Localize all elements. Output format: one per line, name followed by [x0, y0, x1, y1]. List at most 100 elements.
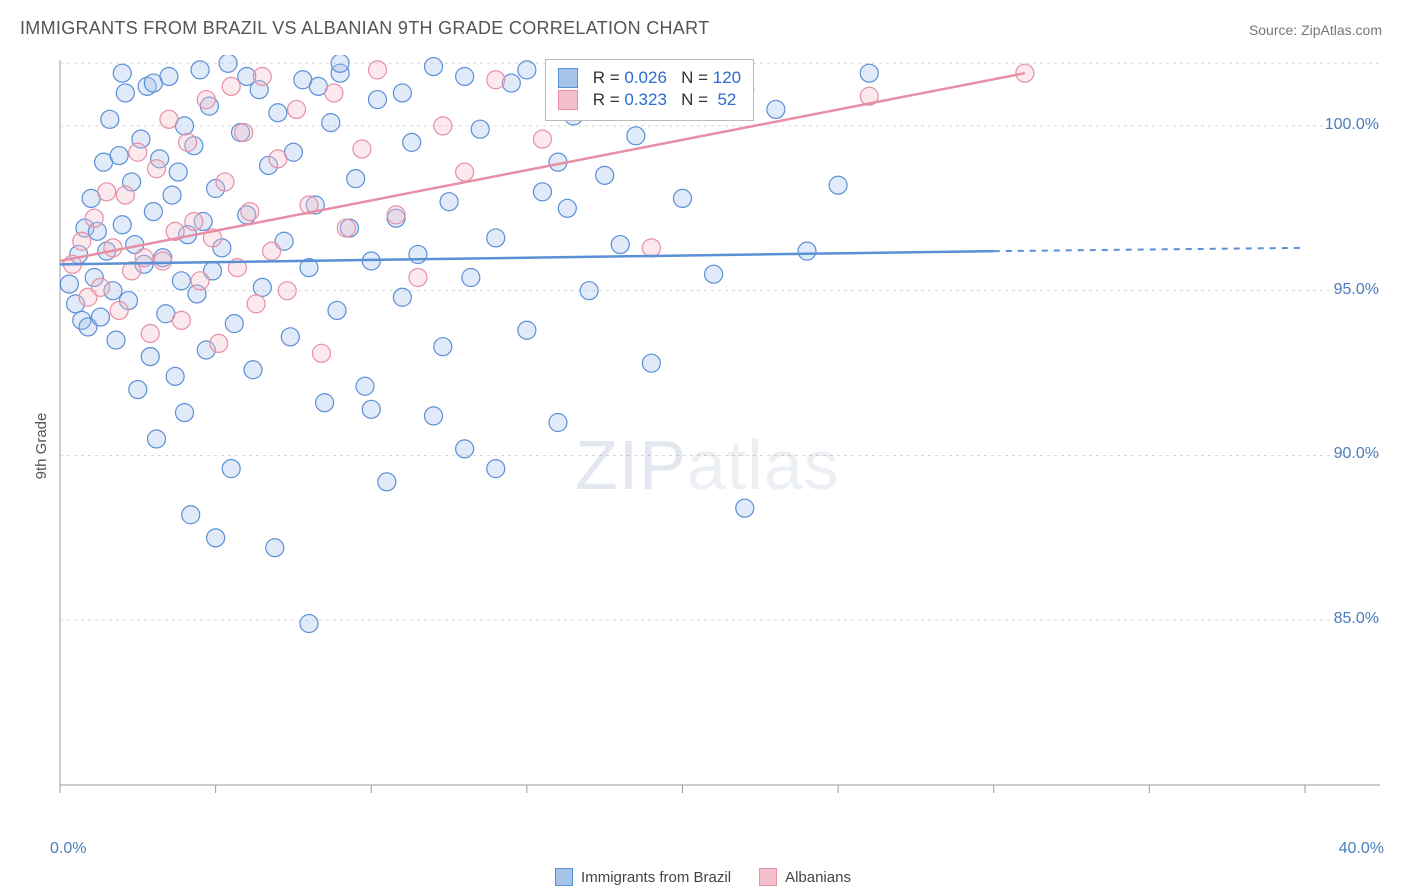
data-point	[627, 127, 645, 145]
data-point	[225, 315, 243, 333]
data-point	[347, 170, 365, 188]
legend-swatch	[759, 868, 777, 886]
data-point	[110, 301, 128, 319]
data-point	[113, 216, 131, 234]
data-point	[222, 77, 240, 95]
data-point	[166, 367, 184, 385]
data-point	[110, 147, 128, 165]
stats-row: R = 0.323 N = 52	[558, 90, 741, 110]
data-point	[533, 130, 551, 148]
legend-swatch	[558, 90, 578, 110]
data-point	[549, 414, 567, 432]
y-tick-100: 100.0%	[1325, 116, 1379, 134]
data-point	[179, 133, 197, 151]
data-point	[316, 394, 334, 412]
data-point	[191, 61, 209, 79]
data-point	[129, 381, 147, 399]
data-point	[281, 328, 299, 346]
correlation-stats-box: R = 0.026 N = 120 R = 0.323 N = 52	[545, 59, 754, 121]
data-point	[263, 242, 281, 260]
data-point	[104, 239, 122, 257]
data-point	[91, 308, 109, 326]
data-point	[253, 278, 271, 296]
data-point	[328, 301, 346, 319]
data-point	[368, 61, 386, 79]
data-point	[462, 269, 480, 287]
data-point	[172, 311, 190, 329]
data-point	[434, 117, 452, 135]
data-point	[362, 400, 380, 418]
data-point	[471, 120, 489, 138]
data-point	[487, 229, 505, 247]
data-point	[393, 288, 411, 306]
data-point	[674, 189, 692, 207]
data-point	[144, 74, 162, 92]
data-point	[144, 203, 162, 221]
data-point	[98, 183, 116, 201]
data-point	[147, 430, 165, 448]
data-point	[611, 236, 629, 254]
data-point	[434, 338, 452, 356]
data-point	[266, 539, 284, 557]
data-point	[191, 272, 209, 290]
y-axis-label: 9th Grade	[33, 413, 50, 480]
data-point	[197, 91, 215, 109]
data-point	[312, 344, 330, 362]
data-point	[409, 269, 427, 287]
data-point	[767, 100, 785, 118]
data-point	[182, 506, 200, 524]
data-point	[456, 440, 474, 458]
bottom-legend: Immigrants from BrazilAlbanians	[0, 868, 1406, 886]
legend-item: Immigrants from Brazil	[555, 868, 731, 886]
data-point	[642, 354, 660, 372]
data-point	[642, 239, 660, 257]
data-point	[154, 252, 172, 270]
data-point	[288, 100, 306, 118]
data-point	[368, 91, 386, 109]
data-point	[210, 334, 228, 352]
data-point	[160, 110, 178, 128]
data-point	[141, 325, 159, 343]
data-point	[269, 150, 287, 168]
data-point	[518, 61, 536, 79]
data-point	[487, 460, 505, 478]
data-point	[113, 64, 131, 82]
trend-line	[60, 251, 994, 264]
source-attribution: Source: ZipAtlas.com	[1249, 22, 1382, 38]
legend-label: Immigrants from Brazil	[581, 869, 731, 886]
data-point	[253, 67, 271, 85]
data-point	[163, 186, 181, 204]
data-point	[129, 143, 147, 161]
data-point	[440, 193, 458, 211]
x-tick-0: 0.0%	[50, 840, 86, 858]
data-point	[73, 232, 91, 250]
data-point	[705, 265, 723, 283]
data-point	[860, 64, 878, 82]
data-point	[300, 615, 318, 633]
data-point	[403, 133, 421, 151]
data-point	[558, 199, 576, 217]
y-tick-85: 85.0%	[1334, 610, 1379, 628]
y-tick-90: 90.0%	[1334, 445, 1379, 463]
data-point	[425, 407, 443, 425]
data-point	[533, 183, 551, 201]
legend-swatch	[558, 68, 578, 88]
scatter-svg	[55, 55, 1385, 825]
data-point	[116, 84, 134, 102]
data-point	[169, 163, 187, 181]
data-point	[60, 275, 78, 293]
data-point	[116, 186, 134, 204]
data-point	[456, 163, 474, 181]
data-point	[91, 278, 109, 296]
data-point	[353, 140, 371, 158]
stats-row: R = 0.026 N = 120	[558, 68, 741, 88]
data-point	[185, 212, 203, 230]
chart-container: IMMIGRANTS FROM BRAZIL VS ALBANIAN 9TH G…	[0, 0, 1406, 892]
data-point	[247, 295, 265, 313]
data-point	[337, 219, 355, 237]
data-point	[244, 361, 262, 379]
data-point	[518, 321, 536, 339]
data-point	[829, 176, 847, 194]
plot-area: ZIPatlas R = 0.026 N = 120 R = 0.323 N =…	[55, 55, 1385, 825]
data-point	[101, 110, 119, 128]
